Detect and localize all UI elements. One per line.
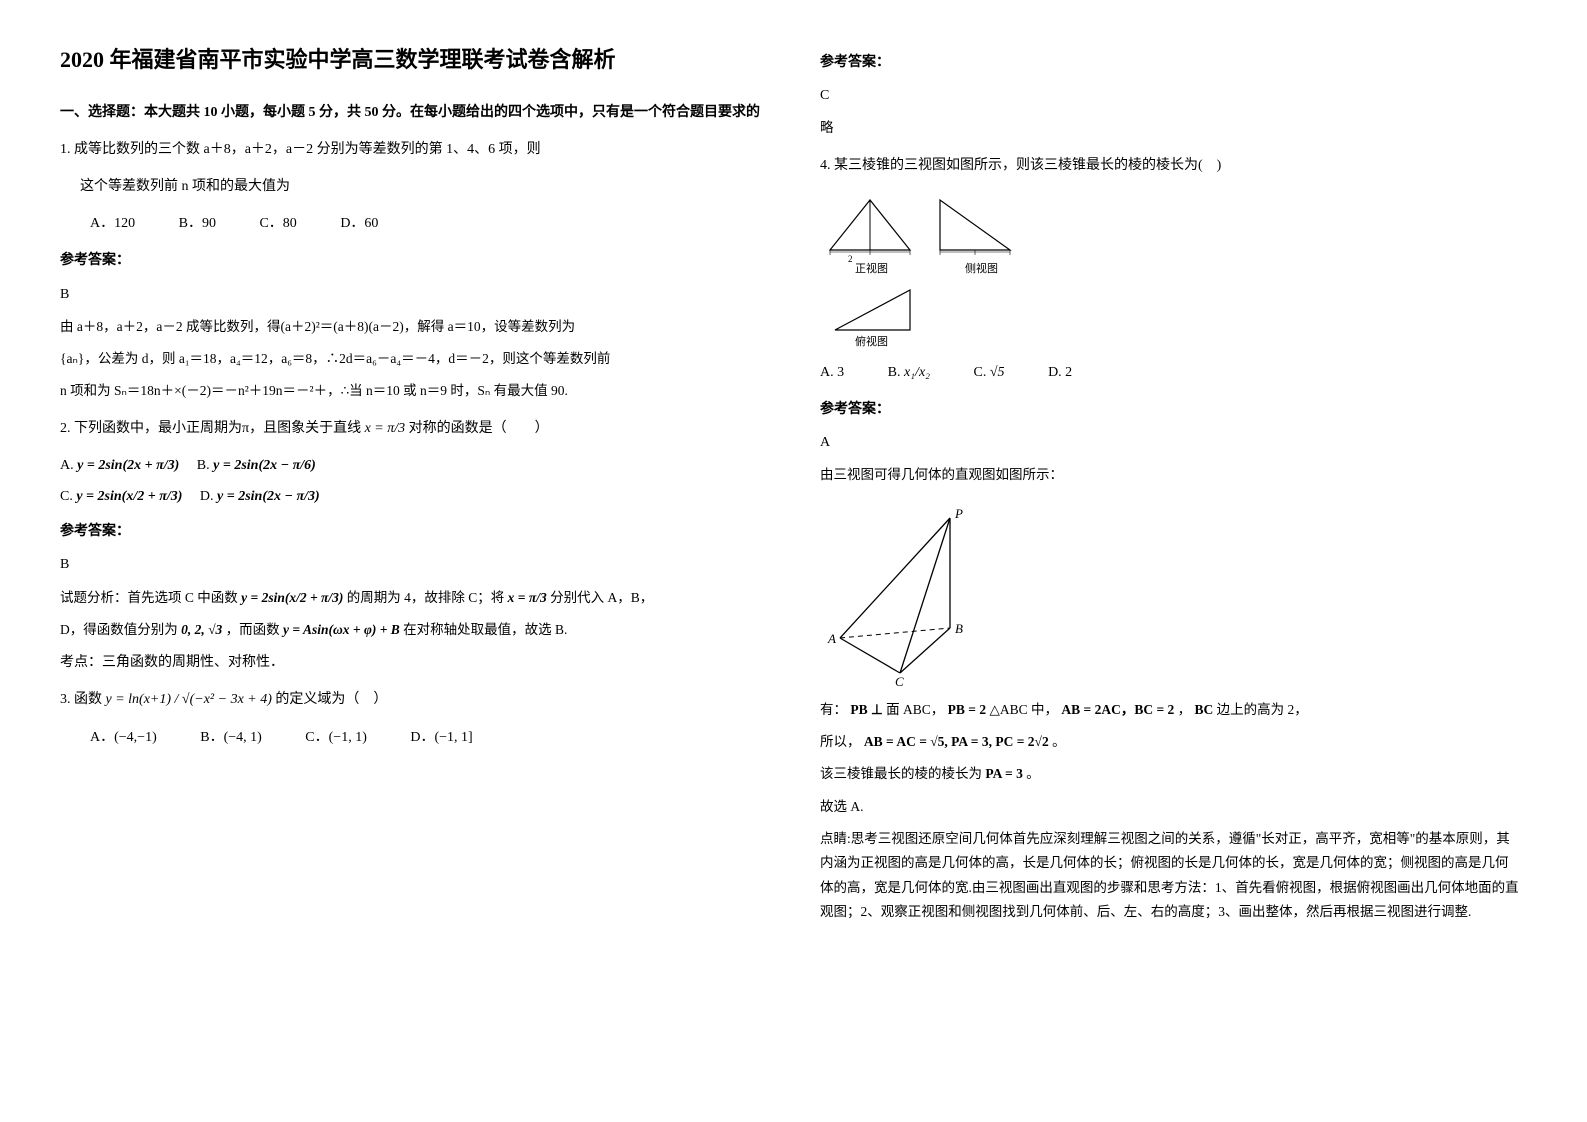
q4-exp-2: 有： PB ⊥ 面 ABC， PB = 2 △ABC 中， AB = 2AC，B… <box>820 698 1520 722</box>
q3-opt-b: B．(−4, 1) <box>200 725 262 750</box>
q2-exp1-b: y = 2sin(x/2 + π/3) <box>241 590 343 605</box>
q2-opt-c-math: y = 2sin(x/2 + π/3) <box>76 489 182 504</box>
q4-opt-d: D. 2 <box>1048 360 1072 385</box>
svg-text:B: B <box>955 621 963 636</box>
section-1-heading: 一、选择题：本大题共 10 小题，每小题 5 分，共 50 分。在每小题给出的四… <box>60 100 760 125</box>
svg-text:正视图: 正视图 <box>855 261 888 275</box>
q1-opt-c: C．80 <box>259 211 296 236</box>
q4-3d-figure: P A B C <box>820 498 1520 688</box>
q4-text: 4. 某三棱锥的三视图如图所示，则该三棱锥最长的棱的棱长为( ) <box>820 153 1520 178</box>
svg-text:俯视图: 俯视图 <box>855 334 888 348</box>
q4-exp-5: 故选 A. <box>820 795 1520 819</box>
q1-opt-d: D．60 <box>340 211 378 236</box>
q2-text-span: 2. 下列函数中，最小正周期为π，且图象关于直线 <box>60 421 361 436</box>
q4-exp4-a: 该三棱锥最长的棱的棱长为 <box>820 766 982 781</box>
q4-exp2-e: △ABC 中， <box>989 702 1058 717</box>
q1-text-a: 1. 成等比数列的三个数 a＋8，a＋2，a－2 分别为等差数列的第 1、4、6… <box>60 137 760 162</box>
q3-math: y = ln(x+1) / √(−x² − 3x + 4) <box>106 692 272 707</box>
q4-exp2-c: 面 ABC， <box>886 702 944 717</box>
q2-tail: 对称的函数是（ ） <box>409 421 549 436</box>
q4-three-view-figure: 2 正视图 侧视图 俯视图 <box>820 190 1520 350</box>
q4-exp2-i: 边上的高为 2， <box>1217 702 1308 717</box>
q4-dianjing: 点睛:思考三视图还原空间几何体首先应深刻理解三视图之间的关系，遵循"长对正，高平… <box>820 827 1520 924</box>
q4-exp4-c: 。 <box>1026 766 1040 781</box>
q3-omit: 略 <box>820 116 1520 140</box>
q2-sym-line: x = π/3 <box>365 421 406 436</box>
q1-answer: B <box>60 282 760 307</box>
q2-opt-a-pre: A. <box>60 458 74 473</box>
q2-exp-1: 试题分析：首先选项 C 中函数 y = 2sin(x/2 + π/3) 的周期为… <box>60 586 760 610</box>
q2-exp-2: D，得函数值分别为 0, 2, √3 ，而函数 y = Asin(ωx + φ)… <box>60 618 760 642</box>
q2-exp1-e: 分别代入 A，B， <box>550 590 653 605</box>
q2-opt-d-math: y = 2sin(2x − π/3) <box>217 489 320 504</box>
q4-exp2-f: AB = 2AC，BC = 2 <box>1061 702 1174 717</box>
q3-answer: C <box>820 83 1520 108</box>
q4-answer-label: 参考答案： <box>820 397 1520 422</box>
q4-exp4-b: PA = 3 <box>985 766 1022 781</box>
q2-exp2-b: 0, 2, √3 <box>181 622 222 637</box>
q3-opt-d: D．(−1, 1] <box>410 725 472 750</box>
q4-exp2-d: PB = 2 <box>948 702 986 717</box>
q4-exp2-h: BC <box>1195 702 1214 717</box>
q1-exp-3: n 项和为 Sₙ＝18n＋×(－2)＝－n²＋19n＝－²＋，∴当 n＝10 或… <box>60 379 760 403</box>
q2-exp2-d: y = Asin(ωx + φ) + B <box>283 622 400 637</box>
q3-text-a: 3. 函数 <box>60 692 102 707</box>
q1-answer-label: 参考答案： <box>60 248 760 273</box>
q4-opt-a: A. 3 <box>820 360 844 385</box>
q2-answer-label: 参考答案： <box>60 519 760 544</box>
q1-opt-a: A．120 <box>90 211 135 236</box>
q2-kaodian: 考点：三角函数的周期性、对称性． <box>60 650 760 675</box>
q2-opt-d-pre: D. <box>200 489 214 504</box>
q2-text: 2. 下列函数中，最小正周期为π，且图象关于直线 x = π/3 对称的函数是（… <box>60 416 760 441</box>
q4-opt-c-math: √5 <box>990 365 1005 380</box>
q2-opt-c-pre: C. <box>60 489 73 504</box>
q4-opt-b: B. x₁/x₂ <box>888 360 930 385</box>
page-title: 2020 年福建省南平市实验中学高三数学理联考试卷含解析 <box>60 40 760 80</box>
q2-exp1-d: x = π/3 <box>508 590 547 605</box>
q3-answer-label: 参考答案： <box>820 50 1520 75</box>
q2-answer: B <box>60 552 760 577</box>
q1-opt-b: B．90 <box>179 211 216 236</box>
q1-exp-2: {aₙ}，公差为 d，则 a₁＝18，a₄＝12，a₆＝8，∴2d＝a₆－a₄＝… <box>60 347 760 371</box>
q3-opt-c: C．(−1, 1) <box>305 725 367 750</box>
q4-exp-1: 由三视图可得几何体的直观图如图所示： <box>820 463 1520 487</box>
q4-exp3-a: 所以， <box>820 734 861 749</box>
q4-opt-c-pre: C. <box>974 365 987 380</box>
q4-exp2-b: PB ⊥ <box>850 702 882 717</box>
svg-text:A: A <box>827 631 836 646</box>
q4-opt-b-math: x₁/x₂ <box>904 365 930 380</box>
q2-opt-b-math: y = 2sin(2x − π/6) <box>213 458 316 473</box>
q3-text: 3. 函数 y = ln(x+1) / √(−x² − 3x + 4) 的定义域… <box>60 687 760 712</box>
q2-exp2-e: 在对称轴处取最值，故选 B. <box>403 622 567 637</box>
q4-exp3-c: 。 <box>1052 734 1066 749</box>
q4-exp2-g: ， <box>1178 702 1192 717</box>
q4-opt-c: C. √5 <box>974 360 1005 385</box>
svg-text:P: P <box>954 506 963 521</box>
q2-exp2-a: D，得函数值分别为 <box>60 622 178 637</box>
q2-opt-a-math: y = 2sin(2x + π/3) <box>77 458 179 473</box>
q1-text-b: 这个等差数列前 n 项和的最大值为 <box>80 174 760 199</box>
q2-opt-b-pre: B. <box>197 458 210 473</box>
q4-answer: A <box>820 430 1520 455</box>
q2-exp1-c: 的周期为 4，故排除 C；将 <box>347 590 505 605</box>
q4-exp-3: 所以， AB = AC = √5, PA = 3, PC = 2√2 。 <box>820 730 1520 754</box>
q4-exp2-a: 有： <box>820 702 847 717</box>
q4-exp-4: 该三棱锥最长的棱的棱长为 PA = 3 。 <box>820 762 1520 786</box>
svg-text:C: C <box>895 674 904 688</box>
svg-text:2: 2 <box>848 254 853 264</box>
q4-exp3-b: AB = AC = √5, PA = 3, PC = 2√2 <box>864 734 1049 749</box>
q3-opt-a: A．(−4,−1) <box>90 725 157 750</box>
q2-exp1-a: 试题分析：首先选项 C 中函数 <box>60 590 238 605</box>
q1-exp-1: 由 a＋8，a＋2，a－2 成等比数列，得(a＋2)²＝(a＋8)(a－2)，解… <box>60 315 760 339</box>
q2-exp2-c: ，而函数 <box>226 622 280 637</box>
q4-opt-b-pre: B. <box>888 365 901 380</box>
svg-text:侧视图: 侧视图 <box>965 261 998 275</box>
q3-text-b: 的定义域为（ ） <box>275 692 387 707</box>
